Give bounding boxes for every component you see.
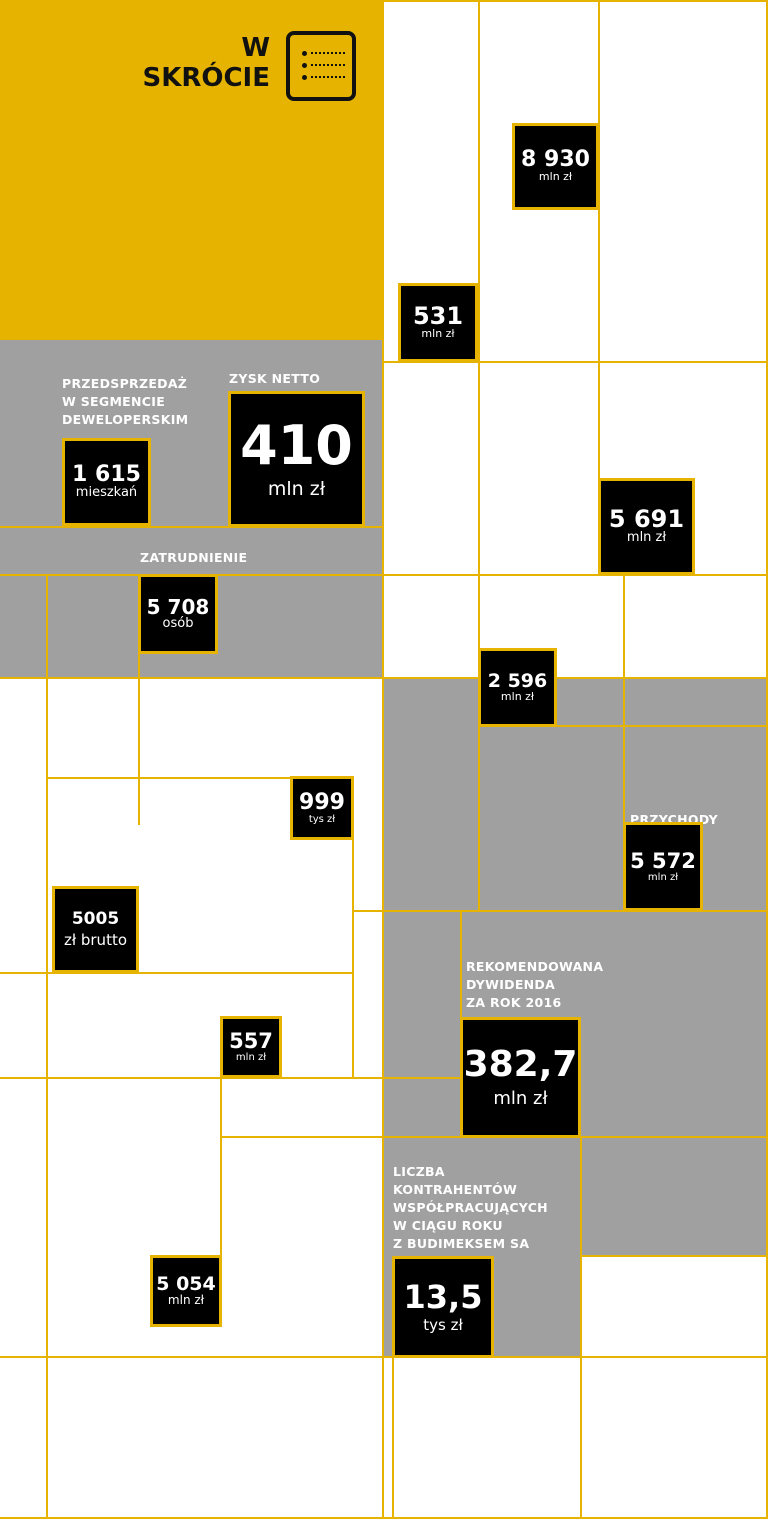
gray-panel-right: [383, 677, 768, 1257]
stat-tile-2596: 2 596 mln zł: [478, 648, 557, 727]
grid-line: [766, 0, 768, 1519]
stat-tile-1615: 1 615 mieszkań: [62, 438, 151, 526]
stat-value: 999: [299, 789, 345, 815]
stat-tile-531: 531 mln zł: [398, 283, 478, 362]
stat-unit: mln zł: [626, 530, 667, 546]
stat-value: 5 572: [630, 848, 696, 873]
grid-line: [0, 677, 768, 679]
stat-unit: tys zł: [308, 813, 336, 825]
stat-tile-5054: 5 054 mln zł: [150, 1255, 222, 1327]
stat-tile-557: 557 mln zł: [220, 1016, 282, 1078]
grid-line: [478, 0, 480, 910]
grid-line: [382, 0, 384, 1519]
stat-unit: mln zł: [493, 1087, 548, 1109]
stat-tile-999: 999 tys zł: [290, 776, 354, 840]
grid-line: [0, 526, 382, 528]
grid-line: [0, 1356, 768, 1358]
list-card-icon: [286, 31, 356, 101]
stat-unit: mln zł: [500, 689, 535, 703]
dividend-label: REKOMENDOWANA DYWIDENDA ZA ROK 2016: [466, 959, 604, 1010]
page-title: W SKRÓCIE: [142, 33, 270, 93]
stat-tile-410: 410 mln zł: [228, 391, 365, 527]
stat-value: 2 596: [487, 669, 548, 692]
grid-line: [598, 0, 600, 480]
stat-tile-5691: 5 691 mln zł: [598, 478, 695, 575]
grid-line: [46, 574, 48, 1519]
stat-tile-8930: 8 930 mln zł: [512, 123, 599, 210]
grid-line: [382, 361, 768, 363]
grid-line: [382, 0, 768, 2]
stat-tile-5572: 5 572 mln zł: [623, 822, 703, 911]
grid-line: [0, 574, 768, 576]
stat-unit: mln zł: [647, 871, 679, 883]
title-panel: [0, 0, 382, 340]
grid-line: [352, 838, 354, 1078]
contractors-label: LICZBA KONTRAHENTÓW WSPÓŁPRACUJĄCYCH W C…: [393, 1164, 548, 1251]
grid-line: [352, 910, 768, 912]
grid-line: [0, 1077, 460, 1079]
stat-unit: mln zł: [167, 1292, 205, 1307]
stat-unit: mln zł: [267, 477, 326, 500]
stat-unit: mieszkań: [75, 484, 138, 500]
grid-line: [580, 1136, 582, 1519]
net-profit-label: ZYSK NETTO: [229, 371, 321, 386]
stat-value: 5 054: [156, 1272, 216, 1295]
employment-label: ZATRUDNIENIE: [140, 550, 248, 565]
presale-label: PRZEDSPRZEDAŻ W SEGMENCIE DEWELOPERSKIM: [62, 376, 189, 427]
grid-line: [623, 574, 625, 824]
grid-line: [138, 650, 140, 825]
grid-line: [0, 1517, 768, 1519]
grid-line: [392, 1357, 394, 1519]
stat-tile-5005: 5005 zł brutto: [52, 886, 139, 973]
stat-value: 13,5: [403, 1277, 483, 1316]
stat-unit: mln zł: [538, 170, 573, 184]
stat-unit: tys zł: [423, 1315, 463, 1334]
grid-line: [460, 910, 462, 1078]
stat-unit: mln zł: [235, 1052, 267, 1063]
stat-unit: osób: [162, 615, 194, 631]
grid-line: [0, 972, 352, 974]
stat-value: 8 930: [521, 147, 590, 173]
stat-value: 5005: [71, 908, 120, 929]
stat-value: 5 691: [608, 505, 685, 534]
stat-value: 382,7: [463, 1043, 578, 1085]
stat-unit: zł brutto: [63, 930, 128, 949]
stat-tile-382-7: 382,7 mln zł: [460, 1017, 581, 1138]
stat-value: 531: [412, 302, 464, 331]
stat-tile-13-5: 13,5 tys zł: [392, 1256, 494, 1358]
stat-value: 1 615: [72, 461, 141, 487]
grid-line: [46, 777, 352, 779]
grid-line: [220, 1077, 222, 1257]
grid-line: [580, 1255, 768, 1257]
stat-unit: mln zł: [421, 327, 455, 341]
stat-tile-5708: 5 708 osób: [138, 574, 218, 654]
stat-value: 5 708: [146, 594, 210, 619]
stat-value: 410: [240, 413, 353, 477]
stat-value: 557: [229, 1029, 273, 1053]
